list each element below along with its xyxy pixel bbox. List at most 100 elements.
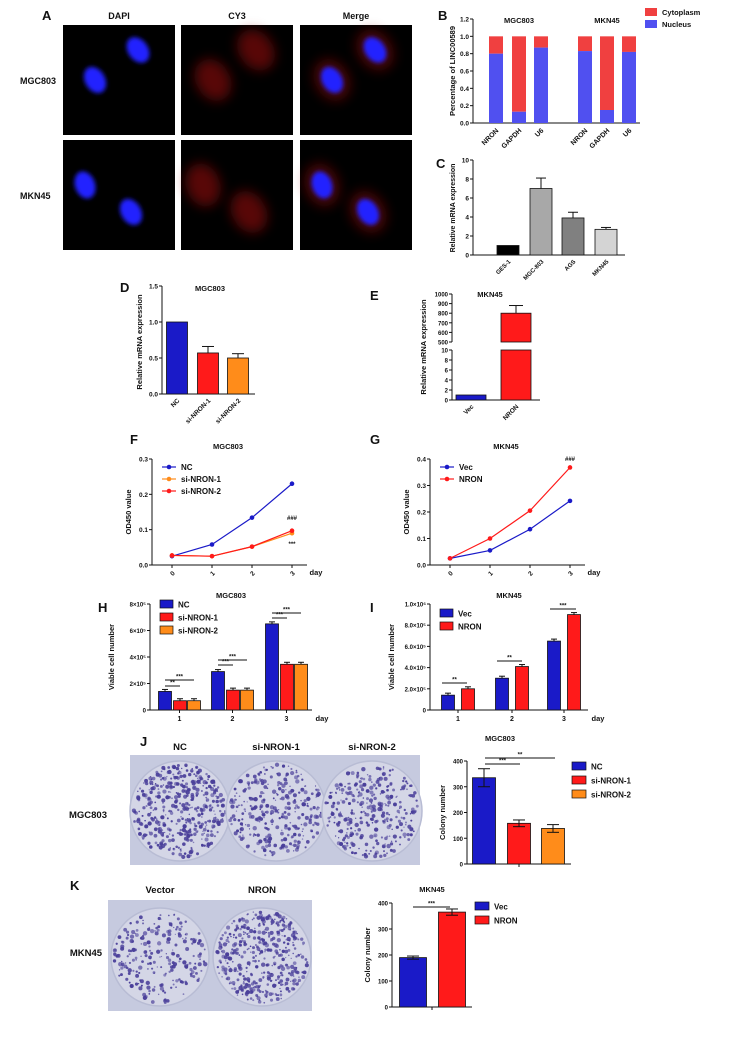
colony [388,769,392,772]
colony [178,960,181,963]
colony [371,794,374,797]
colony [397,819,401,823]
colony [241,818,244,821]
colony [375,819,379,823]
colony [189,821,192,825]
colony [266,827,270,831]
colony [218,941,221,944]
colony [330,811,335,816]
legend-swatch [474,901,490,911]
colony [295,779,300,784]
colony [247,934,251,939]
colony [173,913,176,917]
chart-b-bar-cytoplasm [489,36,503,54]
data-point [527,526,533,532]
colony [374,835,376,837]
colony [269,930,274,935]
colony [359,784,364,789]
colony [150,786,154,791]
colony [216,966,219,969]
colony [191,797,195,801]
colony [176,917,180,921]
colony [248,815,253,819]
colony [205,796,208,799]
colony [176,925,179,929]
series-line-si-nron-2 [171,530,293,557]
chart-c-y-tick-label: 2 [465,234,469,241]
colony [129,949,133,953]
colony [284,815,289,820]
colony [355,817,357,819]
colony [249,929,254,934]
data-point [487,536,493,541]
colony [227,956,231,960]
colony [246,948,249,951]
colony [372,793,376,796]
colony [343,817,348,822]
panel-a-column-header: Merge [343,11,370,21]
colony [213,781,216,785]
colony [268,836,273,841]
colony [350,811,354,815]
colony [128,961,132,965]
colony [346,827,349,831]
colony [215,799,219,804]
colony [277,811,280,814]
colony [155,818,158,820]
colony [311,835,315,839]
colony [159,956,161,958]
colony [243,787,247,791]
colony [161,777,165,780]
chart-b-bar-cytoplasm [512,36,526,112]
colony [342,838,346,842]
colony [400,788,402,791]
colony [281,918,285,922]
colony [338,789,341,791]
colony [292,952,294,955]
chart-b-y-label: Percentage of LINC00589 [448,26,457,116]
colony [269,972,274,978]
colony [201,833,204,836]
colony [163,768,166,771]
colony [154,931,159,936]
colony [252,835,255,837]
colony [252,988,256,992]
colony [395,815,398,819]
legend-swatch [159,612,174,622]
chart-b-x-tick-label: NRON [481,127,501,147]
colony [250,781,254,785]
colony [115,942,118,945]
colony [199,807,203,810]
colony [159,778,163,781]
colony [134,956,138,960]
colony [285,956,287,959]
colony [239,927,242,931]
colony [241,937,244,940]
colony [281,957,285,962]
colony [156,941,162,946]
colony [252,936,257,940]
colony [154,930,156,932]
colony [284,825,288,830]
colony [245,990,250,995]
significance-label: *** [559,604,567,610]
colony [168,828,172,832]
colony [166,770,170,773]
colony [193,773,196,776]
colony [246,801,248,803]
chart-d-y-tick-label: 0.5 [149,356,158,363]
chart-x-tick-label: 1 [487,570,495,578]
data-point [567,498,573,504]
colony [265,990,269,994]
colony [279,964,283,968]
colony [249,833,252,836]
colony [167,958,172,962]
colony [248,932,250,934]
chart-b-legend-label: Cytoplasm [662,8,701,17]
colony [261,930,266,935]
colony [137,790,139,793]
colony [256,995,259,998]
colony [383,776,388,781]
legend-label: si-NRON-1 [178,614,219,623]
colony [288,790,292,795]
